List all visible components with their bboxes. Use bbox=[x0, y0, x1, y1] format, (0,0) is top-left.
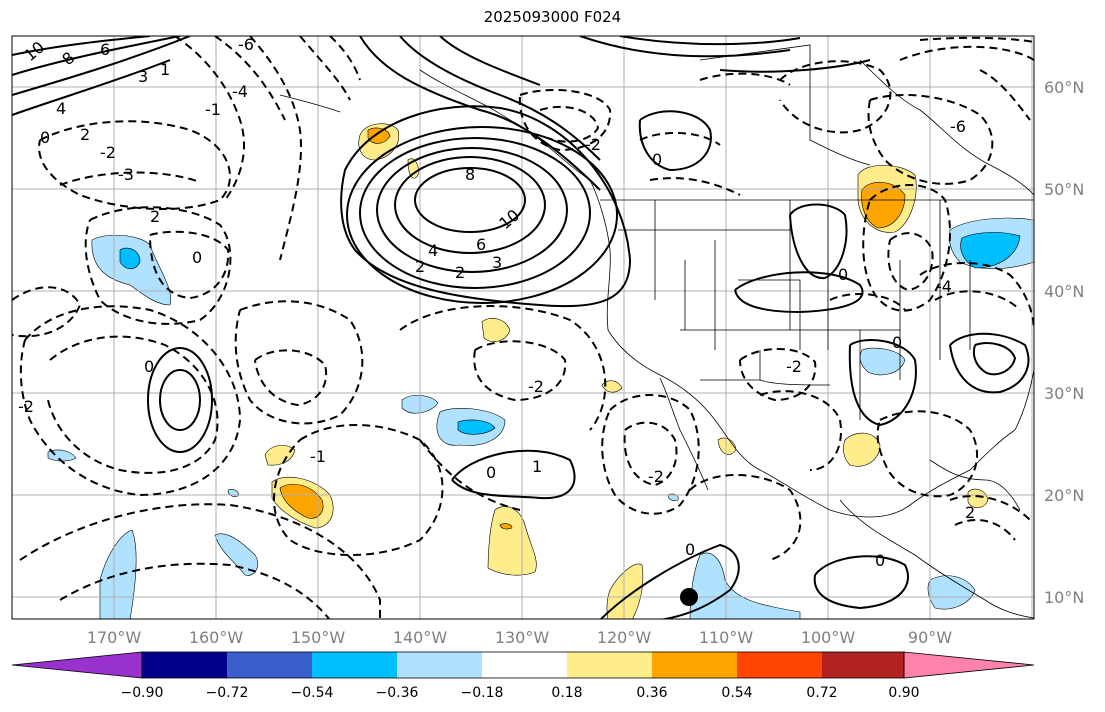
contour-label: 0 bbox=[144, 357, 154, 376]
contour-label: 0 bbox=[892, 333, 902, 352]
contour-label: 2 bbox=[150, 207, 160, 226]
lat-axis-labels: 60°N 50°N 40°N 30°N 20°N 10°N bbox=[1044, 78, 1084, 607]
colorbar-tick-label: 0.72 bbox=[806, 685, 837, 701]
colorbar-tick-label: 0.54 bbox=[721, 685, 752, 701]
colorbar-tick-label: −0.90 bbox=[121, 685, 164, 701]
colorbar-tick-label: 0.36 bbox=[636, 685, 667, 701]
contour-label: -2 bbox=[528, 377, 544, 396]
contour-label: 0 bbox=[875, 551, 885, 570]
location-marker bbox=[680, 588, 698, 606]
contour-label: 2 bbox=[415, 257, 425, 276]
lat-label: 60°N bbox=[1044, 78, 1084, 97]
contour-label: 4 bbox=[56, 99, 66, 118]
contour-label: -6 bbox=[238, 35, 254, 54]
contour-label: -1 bbox=[205, 100, 221, 119]
contour-label: 0 bbox=[192, 248, 202, 267]
colorbar-left-arrow bbox=[11, 651, 143, 679]
map-title: 2025093000 F024 bbox=[483, 8, 622, 26]
contour-label: 1 bbox=[532, 457, 542, 476]
contour-label: 3 bbox=[138, 67, 148, 86]
coastlines bbox=[279, 44, 1034, 619]
lon-label: 160°W bbox=[189, 628, 244, 647]
colorbar-segment bbox=[227, 652, 312, 678]
shaded-fills bbox=[47, 123, 1034, 619]
colorbar-segment bbox=[567, 652, 652, 678]
colorbar-tick-label: −0.18 bbox=[461, 685, 504, 701]
lat-label: 40°N bbox=[1044, 282, 1084, 301]
colorbar-tick-label: −0.72 bbox=[206, 685, 249, 701]
contour-label: -1 bbox=[310, 447, 326, 466]
contour-label: -4 bbox=[232, 82, 248, 101]
lon-label: 170°W bbox=[87, 628, 142, 647]
colorbar-tick-label: 0.90 bbox=[888, 685, 919, 701]
contour-label: -3 bbox=[118, 165, 134, 184]
colorbar-segment bbox=[822, 652, 904, 678]
colorbar-segment bbox=[652, 652, 737, 678]
contour-label: 6 bbox=[476, 235, 486, 254]
lat-label: 50°N bbox=[1044, 180, 1084, 199]
contour-label: 1 bbox=[160, 60, 170, 79]
contour-label: -2 bbox=[786, 357, 802, 376]
plot-frame bbox=[11, 35, 1035, 620]
contour-label: 0 bbox=[40, 128, 50, 147]
contour-label: 0 bbox=[685, 540, 695, 559]
colorbar-tick-label: −0.54 bbox=[291, 685, 334, 701]
lon-label: 120°W bbox=[597, 628, 652, 647]
contour-label: 8 bbox=[465, 165, 475, 184]
contour-label: 0 bbox=[486, 463, 496, 482]
colorbar-segment bbox=[482, 652, 567, 678]
colorbar-right-arrow bbox=[903, 651, 1035, 679]
colorbar: −0.90 −0.72 −0.54 −0.36 −0.18 0.18 0.36 … bbox=[11, 651, 1035, 701]
colorbar-ticks: −0.90 −0.72 −0.54 −0.36 −0.18 0.18 0.36 … bbox=[121, 685, 920, 701]
lon-label: 150°W bbox=[291, 628, 346, 647]
contour-label: -4 bbox=[936, 277, 952, 296]
colorbar-tick-label: 0.18 bbox=[551, 685, 582, 701]
lon-label: 100°W bbox=[801, 628, 856, 647]
contour-label: -2 bbox=[585, 135, 601, 154]
lon-label: 90°W bbox=[908, 628, 952, 647]
lat-label: 30°N bbox=[1044, 384, 1084, 403]
map-plot-area: 10 8 6 4 2 0 -2 3 -3 1 -1 -4 -6 2 0 8 10… bbox=[12, 35, 1034, 619]
contour-label: 2 bbox=[965, 503, 975, 522]
contour-label: -2 bbox=[18, 397, 34, 416]
lon-label: 130°W bbox=[495, 628, 550, 647]
contour-label: 4 bbox=[428, 241, 438, 260]
contour-label: -2 bbox=[648, 467, 664, 486]
contour-label: 0 bbox=[838, 265, 848, 284]
contour-label: -6 bbox=[950, 117, 966, 136]
colorbar-segment bbox=[142, 652, 227, 678]
colorbar-segment bbox=[312, 652, 397, 678]
contour-label: 2 bbox=[80, 125, 90, 144]
lon-label: 110°W bbox=[699, 628, 754, 647]
contour-label: 0 bbox=[652, 150, 662, 169]
contours-negative bbox=[12, 36, 1034, 619]
colorbar-tick-label: −0.36 bbox=[376, 685, 419, 701]
contour-label: 2 bbox=[455, 263, 465, 282]
lon-label: 140°W bbox=[393, 628, 448, 647]
lon-axis-labels: 170°W 160°W 150°W 140°W 130°W 120°W 110°… bbox=[87, 628, 952, 647]
colorbar-segment bbox=[737, 652, 822, 678]
lat-label: 20°N bbox=[1044, 486, 1084, 505]
colorbar-segment bbox=[397, 652, 482, 678]
lat-label: 10°N bbox=[1044, 588, 1084, 607]
contour-label: 3 bbox=[492, 253, 502, 272]
contour-label: 6 bbox=[100, 40, 110, 59]
contour-label: -2 bbox=[100, 143, 116, 162]
